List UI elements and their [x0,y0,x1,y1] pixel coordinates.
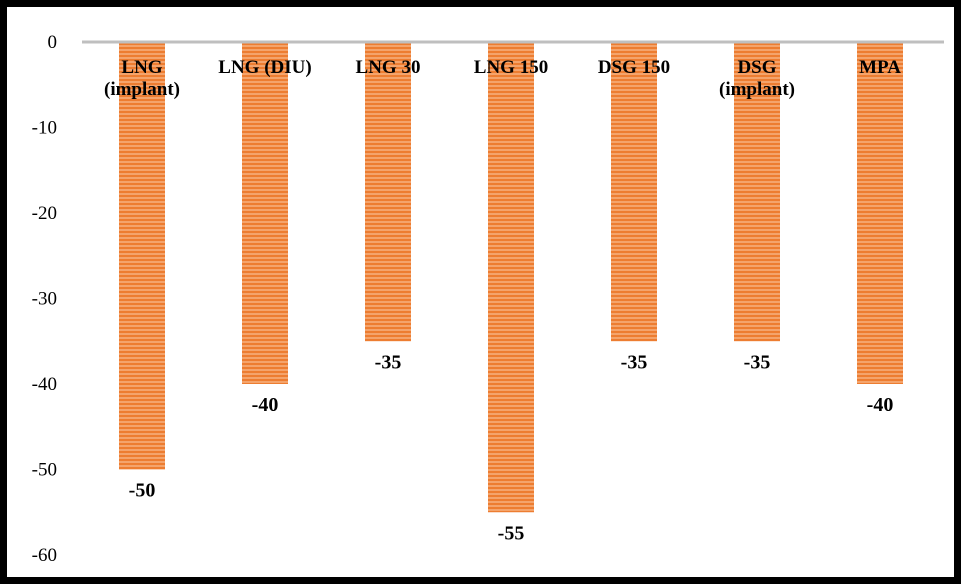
data-labels: -50 -40 -35 -55 -35 -35 -40 [129,351,894,544]
y-tick-label: -40 [32,374,57,395]
data-label: -35 [744,351,771,373]
data-label: -35 [375,351,402,373]
category-label: (implant) [719,79,795,100]
y-tick-label: -60 [32,545,57,566]
category-labels: LNG(implant)LNG (DIU) LNG 30 LNG 150 DSG 15… [104,57,901,100]
data-label: -35 [621,351,648,373]
data-label: -40 [252,394,279,416]
bar [365,42,411,342]
y-tick-label: -20 [32,203,57,224]
y-tick-label: -30 [32,289,57,310]
y-axis-ticks: 0 -10 -20 -30 -40 -50 -60 [32,32,57,566]
bar [119,42,165,470]
category-label: DSG 150 [598,57,670,78]
data-label: -50 [129,480,156,502]
category-label: LNG (DIU) [218,57,311,78]
bar [611,42,657,342]
data-label: -40 [867,394,894,416]
category-label: DSG [737,57,776,78]
bar [857,42,903,384]
bars-group [119,42,903,513]
data-label: -55 [498,522,525,544]
bar-chart: 0-10-20-30-40-50-60 LNG(implant)LNG (DIU… [32,32,944,566]
y-tick-label: -50 [32,460,57,481]
y-tick-label: -10 [32,118,57,139]
category-label: MPA [859,57,901,78]
category-label: (implant) [104,79,180,100]
category-label: LNG 150 [474,57,548,78]
bar [242,42,288,384]
bar [734,42,780,342]
category-label: LNG [121,57,162,78]
bar [488,42,534,513]
y-tick-label: 0 [48,32,58,53]
category-label: LNG 30 [356,57,421,78]
